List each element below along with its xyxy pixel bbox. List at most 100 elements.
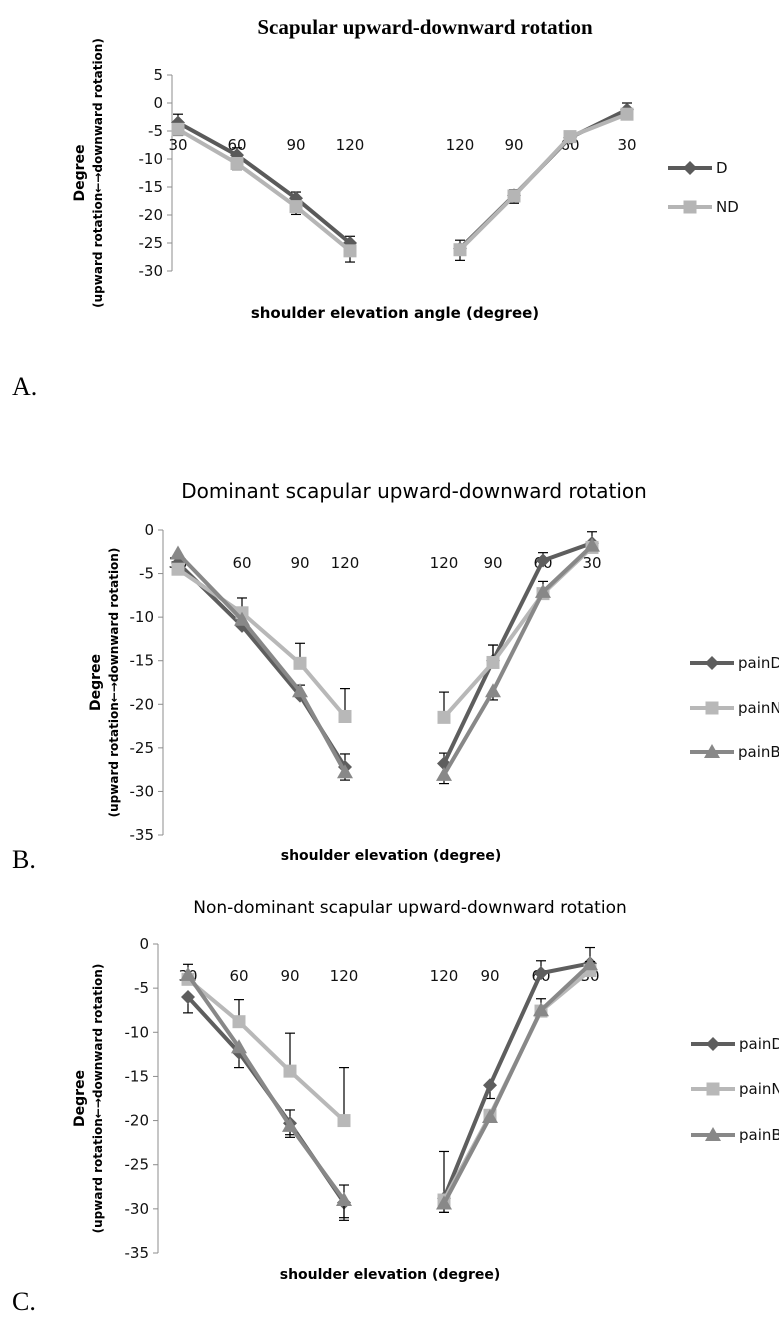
y-axis-label: Degree <box>72 144 88 201</box>
data-point <box>436 1195 452 1210</box>
legend-marker <box>705 701 719 715</box>
series-line <box>442 544 594 776</box>
data-point <box>482 1109 498 1124</box>
data-point <box>171 562 185 576</box>
series-line <box>186 973 346 1202</box>
y-axis-label: Degree <box>72 1070 88 1127</box>
legend-item: painND <box>691 1080 779 1098</box>
series-painBoth <box>170 537 600 785</box>
data-point <box>486 655 500 669</box>
category-label: 120 <box>430 967 459 985</box>
category-label: 120 <box>330 967 359 985</box>
y-tick-label: -15 <box>139 178 164 196</box>
data-point <box>181 989 195 1004</box>
series-line <box>186 977 346 1123</box>
y-tick-label: -15 <box>125 1067 150 1085</box>
data-point <box>507 189 521 203</box>
data-point <box>170 545 186 560</box>
legend-label: painBoth <box>739 1126 779 1144</box>
category-label: 30 <box>168 136 187 154</box>
y-tick-label: -10 <box>130 608 155 626</box>
category-label: 90 <box>286 136 305 154</box>
panel-letter: C. <box>12 1287 36 1316</box>
series-line <box>176 552 347 774</box>
y-tick-label: -25 <box>125 1156 150 1174</box>
y-axis-label-detail: (upward rotation←→downward rotation) <box>91 964 105 1234</box>
category-label: 60 <box>227 136 246 154</box>
series-painD <box>181 946 597 1221</box>
series-line <box>177 120 352 245</box>
data-point <box>234 611 250 626</box>
category-label: 90 <box>483 554 502 572</box>
data-point <box>582 956 598 971</box>
chart-panel-3: Non-dominant scapular upward-downward ro… <box>12 898 779 1316</box>
series-ND <box>171 107 634 263</box>
y-tick-label: -20 <box>130 695 155 713</box>
y-tick-label: -35 <box>125 1244 150 1262</box>
data-point <box>289 200 303 214</box>
series-line <box>442 545 594 719</box>
data-point <box>231 1039 247 1054</box>
category-label: 120 <box>446 136 475 154</box>
data-point <box>293 656 307 670</box>
data-point <box>536 553 550 568</box>
data-point <box>337 764 353 779</box>
category-label: 90 <box>280 967 299 985</box>
series-line <box>176 567 347 718</box>
series-line <box>442 962 592 1205</box>
y-tick-label: 5 <box>153 66 163 84</box>
data-point <box>171 115 185 130</box>
y-tick-label: -30 <box>130 782 155 800</box>
legend-marker <box>706 1082 720 1096</box>
data-point <box>338 709 352 723</box>
legend-item: painD <box>691 1035 779 1053</box>
y-axis-label-detail: (upward rotation←→downward rotation) <box>107 548 121 818</box>
panel-letter: A. <box>12 372 37 401</box>
legend-marker <box>705 656 719 670</box>
legend-item: D <box>668 159 728 177</box>
data-point <box>282 1117 298 1132</box>
y-tick-label: -20 <box>125 1112 150 1130</box>
legend-label: painBoth <box>738 743 779 761</box>
category-label: 60 <box>229 967 248 985</box>
y-tick-label: -5 <box>139 565 154 583</box>
legend-label: painND <box>738 699 779 717</box>
y-tick-label: 0 <box>139 935 149 953</box>
data-point <box>453 243 467 257</box>
series-line <box>442 961 591 1200</box>
category-label: 90 <box>504 136 523 154</box>
y-tick-label: -5 <box>134 979 149 997</box>
panel-letter: B. <box>12 845 36 874</box>
legend-label: ND <box>716 198 739 216</box>
data-point <box>533 1002 549 1017</box>
series-painBoth <box>180 956 598 1219</box>
data-point <box>292 683 308 698</box>
data-point <box>336 1192 352 1207</box>
legend-marker <box>705 1127 721 1141</box>
series-line <box>176 561 347 769</box>
chart-panel-2: Dominant scapular upward-downward rotati… <box>12 479 779 874</box>
y-tick-label: -25 <box>130 739 155 757</box>
data-point <box>584 537 600 552</box>
y-tick-label: -10 <box>125 1023 150 1041</box>
legend-item: painND <box>690 699 779 717</box>
y-tick-label: -30 <box>125 1200 150 1218</box>
chart-title: Non-dominant scapular upward-downward ro… <box>193 898 627 918</box>
y-tick-label: -30 <box>139 262 164 280</box>
data-point <box>180 966 196 981</box>
legend-marker <box>683 161 697 175</box>
legend-label: painD <box>738 654 779 672</box>
y-axis-label-detail: (upward rotation←→downward rotation) <box>91 38 105 308</box>
legend-label: painND <box>739 1080 779 1098</box>
data-point <box>343 244 357 258</box>
data-point <box>337 1114 351 1128</box>
data-point <box>620 107 634 121</box>
category-label: 90 <box>480 967 499 985</box>
data-point <box>437 710 451 724</box>
y-tick-label: -35 <box>130 826 155 844</box>
legend-marker <box>683 200 697 214</box>
series-line <box>176 127 352 253</box>
y-tick-label: -10 <box>139 150 164 168</box>
legend-item: painBoth <box>690 743 779 761</box>
